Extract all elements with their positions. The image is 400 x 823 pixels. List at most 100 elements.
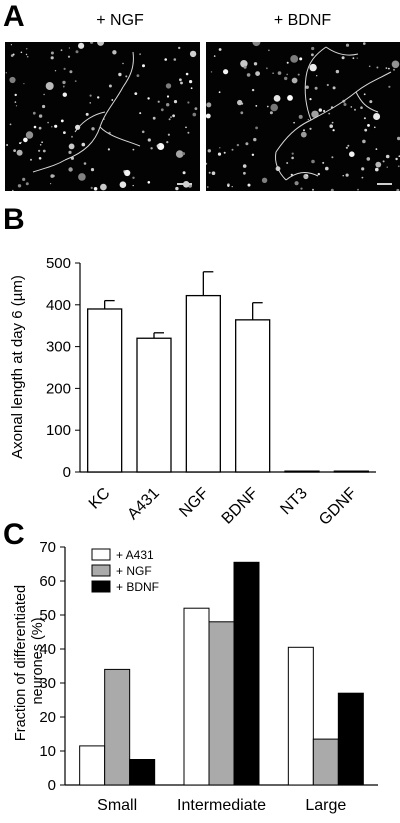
cell-dot — [166, 103, 170, 107]
cell-dot — [350, 106, 353, 108]
cell-dot — [172, 114, 176, 118]
cell-dot — [236, 143, 240, 147]
cell-dot — [111, 99, 114, 101]
cell-dot — [63, 67, 66, 70]
cell-dot — [68, 143, 75, 150]
cell-dot — [291, 156, 294, 160]
x-tick-label: NGF — [176, 485, 212, 521]
bdnf-micrograph — [206, 42, 400, 191]
cell-dot — [255, 126, 258, 130]
cell-dot — [376, 66, 379, 69]
differentiated-neurones-chart: Fraction of differentiated neurones (%) … — [13, 539, 378, 814]
bdnf-image-title: + BDNF — [273, 12, 332, 29]
cell-dot — [25, 47, 28, 50]
cell-dot — [219, 147, 221, 149]
cell-dot — [316, 75, 318, 77]
cell-dot — [364, 128, 368, 132]
cell-dot — [152, 116, 156, 120]
cell-dot — [309, 127, 312, 130]
cell-dot — [38, 114, 43, 118]
cell-dot — [192, 112, 197, 117]
cell-dot — [246, 73, 251, 77]
cell-dot — [122, 62, 124, 65]
cell-dot — [393, 68, 395, 71]
neurite-trace — [304, 46, 327, 121]
cell-dot — [50, 183, 52, 185]
cell-dot — [157, 100, 160, 103]
cell-dot — [13, 149, 16, 152]
cell-dot — [42, 104, 46, 109]
cell-dot — [266, 67, 268, 70]
bar — [333, 470, 369, 473]
cell-dot — [362, 139, 366, 144]
fraction-y-axis-label: Fraction of differentiated neurones (%) — [13, 581, 46, 741]
cell-dot — [227, 184, 230, 187]
legend-label: + A431 — [116, 548, 154, 562]
cell-dot — [54, 70, 57, 72]
cell-dot — [5, 72, 7, 74]
cell-dot — [298, 114, 303, 119]
legend-label: + BDNF — [116, 580, 159, 594]
cell-dot — [237, 99, 243, 106]
cell-dot — [67, 55, 71, 58]
cell-dot — [178, 46, 181, 50]
cell-dot — [124, 169, 131, 177]
cell-dot — [23, 137, 28, 143]
y-tick-label: 500 — [46, 255, 71, 272]
cell-dot — [293, 121, 295, 124]
cell-dot — [69, 70, 73, 74]
y-tick-label: 60 — [39, 573, 56, 590]
cell-dot — [173, 100, 178, 104]
bar — [233, 561, 260, 786]
cell-dot — [210, 71, 213, 73]
cell-dot — [368, 65, 371, 68]
cell-dot — [291, 77, 298, 84]
cell-dot — [125, 75, 128, 78]
cell-dot — [156, 144, 160, 148]
cell-dot — [243, 171, 246, 175]
cell-dot — [286, 73, 288, 76]
cell-dot — [369, 100, 373, 104]
cell-dot — [303, 173, 309, 180]
bar — [312, 738, 339, 786]
cell-dot — [326, 83, 329, 87]
cell-dot — [374, 126, 376, 129]
cell-dot — [50, 174, 54, 178]
cell-dot — [100, 183, 107, 191]
cell-dot — [187, 101, 190, 104]
cell-dot — [45, 82, 54, 90]
cell-dot — [63, 85, 65, 87]
cell-dot — [361, 167, 365, 171]
cell-dot — [343, 103, 347, 106]
cell-dot — [42, 149, 46, 153]
x-tick-label: BDNF — [219, 485, 262, 528]
bar — [79, 745, 106, 786]
cell-dot — [89, 102, 91, 104]
cell-dot — [165, 83, 172, 89]
cell-dot — [345, 173, 349, 177]
cell-dot — [78, 42, 85, 49]
cell-dot — [189, 80, 193, 84]
bar — [287, 646, 314, 786]
x-tick-label: A431 — [124, 485, 163, 524]
cell-dot — [90, 186, 93, 189]
cell-dot — [16, 149, 23, 156]
cell-dot — [273, 95, 281, 102]
cell-dot — [223, 69, 229, 75]
x-tick-label: KC — [86, 485, 114, 513]
cell-dot — [329, 124, 333, 128]
cell-dot — [242, 164, 247, 168]
cell-dot — [332, 86, 336, 90]
bar — [235, 319, 271, 473]
cell-dot — [50, 51, 54, 55]
cell-dot — [17, 184, 22, 188]
cell-dot — [231, 148, 234, 151]
cell-dot — [360, 106, 363, 109]
cell-dot — [386, 166, 388, 168]
cell-dot — [322, 161, 325, 164]
y-tick-label: 100 — [46, 422, 71, 439]
cell-dot — [62, 80, 66, 85]
cell-dot — [354, 108, 356, 111]
cell-dot — [375, 161, 382, 168]
cell-dot — [382, 160, 385, 163]
